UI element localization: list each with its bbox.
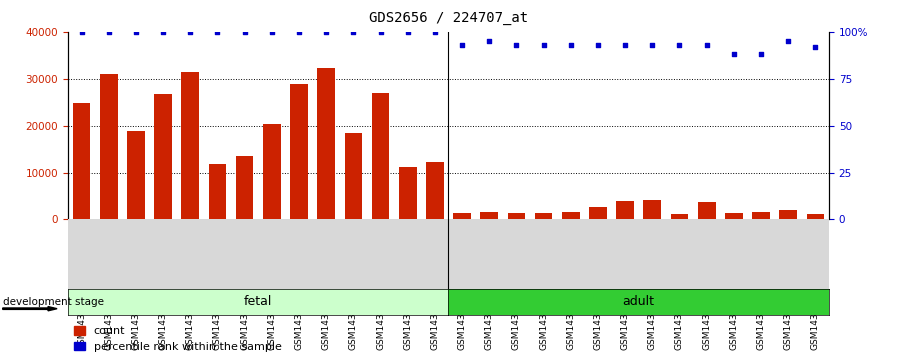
Point (754, 52, 768, 57)
Bar (263, 124, 281, 219)
Point (482, 38, 496, 44)
Bar (236, 156, 254, 219)
Bar (426, 162, 444, 219)
Bar (806, 214, 824, 219)
Bar (181, 72, 199, 219)
Point (265, 29, 279, 35)
Point (672, 42, 687, 48)
Point (183, 29, 198, 35)
Bar (154, 94, 172, 219)
Point (808, 44, 823, 50)
Point (591, 42, 605, 48)
Point (618, 42, 632, 48)
Bar (535, 213, 553, 219)
Bar (779, 210, 797, 219)
Text: development stage: development stage (3, 297, 103, 307)
Bar (643, 200, 661, 219)
Bar (507, 213, 525, 219)
Bar (72, 103, 91, 219)
Bar (752, 212, 770, 219)
Bar (480, 211, 498, 219)
Point (564, 42, 578, 48)
Bar (290, 84, 308, 219)
Point (156, 29, 170, 35)
Bar (317, 68, 335, 219)
Bar (562, 212, 580, 219)
Point (237, 29, 252, 35)
Bar (399, 167, 417, 219)
Text: fetal: fetal (244, 295, 273, 308)
Point (509, 42, 524, 48)
Point (400, 29, 415, 35)
Bar (100, 74, 118, 219)
Bar (127, 131, 145, 219)
Bar (344, 133, 362, 219)
Point (781, 38, 795, 44)
Point (536, 42, 551, 48)
Point (455, 42, 469, 48)
Bar (208, 164, 226, 219)
Point (373, 29, 388, 35)
Bar (698, 202, 716, 219)
Point (699, 42, 714, 48)
Point (74, 29, 89, 35)
Point (428, 29, 442, 35)
Point (101, 29, 116, 35)
Point (727, 52, 741, 57)
Text: GDS2656 / 224707_at: GDS2656 / 224707_at (369, 11, 528, 25)
Bar (589, 207, 607, 219)
Point (346, 29, 361, 35)
Bar (453, 213, 471, 219)
Legend: count, percentile rank within the sample: count, percentile rank within the sample (73, 326, 282, 352)
Text: adult: adult (622, 295, 655, 308)
Point (129, 29, 143, 35)
Bar (371, 93, 390, 219)
Point (210, 29, 225, 35)
Bar (725, 213, 743, 219)
Point (319, 29, 333, 35)
Point (645, 42, 660, 48)
Bar (670, 214, 689, 219)
Bar (616, 201, 634, 219)
Point (292, 29, 306, 35)
